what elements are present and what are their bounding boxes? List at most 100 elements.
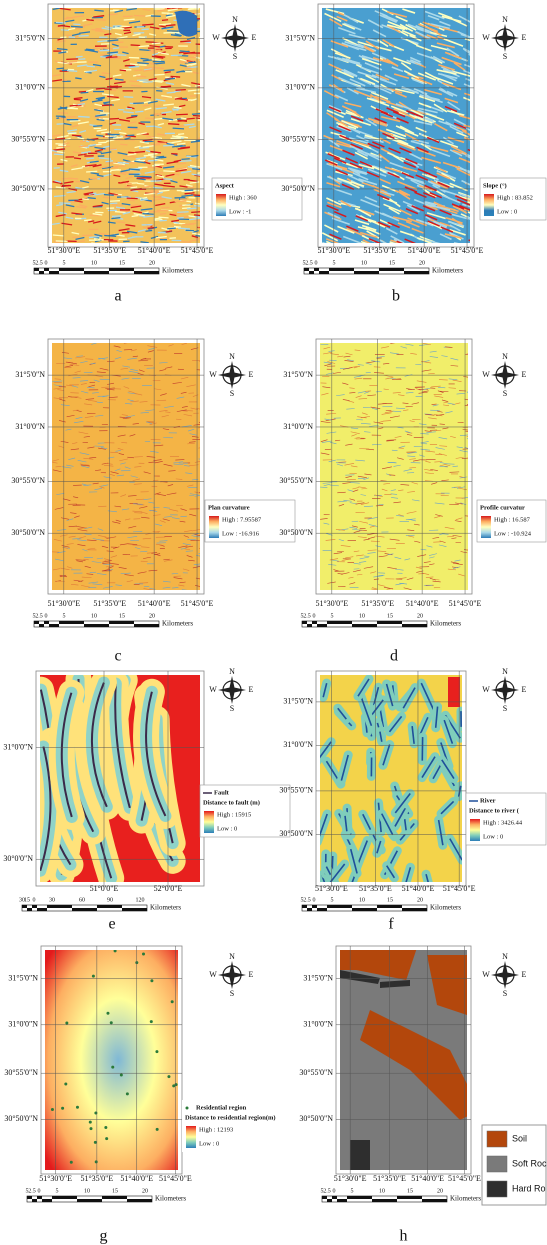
map-texture: [104, 195, 114, 196]
scale-segment: [352, 908, 377, 911]
legend-title: Plan curvature: [208, 504, 250, 511]
longitude-label: 51°35'0"E: [93, 599, 126, 608]
map: [52, 7, 212, 245]
latitude-label: 31°5'0"N: [283, 697, 313, 706]
residential-point: [61, 1107, 64, 1110]
residential-point: [105, 1137, 108, 1140]
compass-rose: [218, 676, 246, 704]
scale-segment: [127, 1199, 152, 1202]
map-texture: [163, 145, 174, 146]
compass-n: N: [502, 667, 508, 676]
map-texture: [81, 92, 89, 93]
legend-entry: Low : -16.916: [222, 530, 260, 537]
residential-point: [104, 1126, 107, 1129]
compass-w: W: [209, 370, 217, 379]
scale-segment: [402, 908, 427, 911]
longitude-label: 51°40'0"E: [406, 599, 439, 608]
map-texture: [96, 28, 103, 29]
legend-ramp: [204, 811, 214, 833]
scale-unit: Kilometers: [155, 1195, 186, 1203]
residential-point: [156, 1128, 159, 1131]
legend-title: Profile curvatur: [480, 504, 525, 511]
scale-segment: [327, 905, 352, 908]
map-texture: [130, 64, 138, 65]
map-texture: [163, 32, 171, 33]
scale-segment: [307, 908, 312, 911]
scale-segment: [317, 908, 327, 911]
map: [322, 8, 486, 250]
compass-e: E: [249, 970, 254, 979]
scale-label: 20: [417, 613, 423, 619]
scale-label: 5: [63, 260, 66, 266]
map-texture: [200, 169, 208, 171]
compass-w: W: [209, 970, 217, 979]
scale-label: 15: [389, 260, 395, 266]
residential-point: [171, 1000, 174, 1003]
legend: FaultDistance to fault (m)High : 15915Lo…: [200, 785, 290, 837]
legend-entry: Low : -1: [229, 208, 251, 215]
map-texture: [93, 126, 102, 127]
scale-segment: [109, 268, 134, 271]
latitude-label: 31°0'0"N: [15, 422, 45, 431]
map-texture: [104, 235, 116, 236]
scale-segment: [317, 624, 327, 627]
scale-segment: [52, 1196, 77, 1199]
legend-entry: High : 16.587: [494, 516, 531, 523]
map-texture: [101, 105, 113, 106]
legend-ramp: [481, 516, 491, 538]
longitude-label: 51°45'0"E: [448, 1174, 481, 1183]
compass-w: W: [482, 370, 490, 379]
map-texture: [59, 203, 71, 204]
scale-label: 120: [136, 897, 145, 903]
latitude-label: 31°0'0"N: [15, 83, 45, 92]
latitude-label: 31°5'0"N: [303, 973, 333, 982]
scale-label: 5: [56, 1188, 59, 1194]
residential-point: [172, 1084, 175, 1087]
scale-segment: [312, 905, 317, 908]
compass-e: E: [522, 685, 527, 694]
residential-point: [150, 979, 153, 982]
map-texture: [127, 198, 138, 199]
scale-label: 0: [315, 260, 318, 266]
scale-segment: [22, 905, 27, 908]
map-texture: [129, 81, 138, 82]
map-texture: [174, 223, 185, 224]
map-texture: [178, 134, 184, 135]
compass-n: N: [229, 952, 235, 961]
scale-segment: [377, 905, 402, 908]
map-texture: [159, 217, 169, 218]
scale-segment: [309, 271, 314, 274]
map-texture: [163, 179, 172, 180]
map-texture: [68, 133, 77, 134]
map-texture: [468, 354, 475, 356]
latitude-label: 30°55'0"N: [11, 476, 45, 485]
scale-segment: [39, 271, 44, 274]
latitude-label: 30°50'0"N: [4, 1114, 38, 1123]
legend-layer: River: [480, 797, 496, 804]
residential-point: [51, 1108, 54, 1111]
residential-point: [95, 1160, 98, 1163]
residential-point: [110, 1021, 113, 1024]
legend-entry: Low : 0: [217, 825, 237, 832]
map-texture: [180, 41, 190, 42]
compass-s: S: [503, 52, 507, 61]
map-texture: [177, 218, 184, 219]
scale-unit: Kilometers: [162, 620, 193, 628]
longitude-label: 51°35'0"E: [361, 599, 394, 608]
longitude-label: 51°40'0"E: [411, 1174, 444, 1183]
longitude-label: 51°30'0"E: [47, 599, 80, 608]
latitude-label: 31°5'0"N: [283, 370, 313, 379]
map-texture: [86, 20, 93, 21]
compass-w: W: [209, 685, 217, 694]
map-texture: [76, 56, 83, 57]
map-texture: [130, 187, 137, 188]
map-texture: [177, 212, 189, 213]
map-texture: [145, 230, 152, 231]
longitude-label: 51°35'0"E: [359, 884, 392, 893]
legend-entry: High : 15915: [217, 811, 251, 818]
residential-point: [120, 1074, 123, 1077]
legend-entry: Low : -10.924: [494, 530, 532, 537]
legend-ramp: [186, 1126, 196, 1148]
scale-segment: [84, 271, 109, 274]
scale-segment: [77, 1199, 102, 1202]
